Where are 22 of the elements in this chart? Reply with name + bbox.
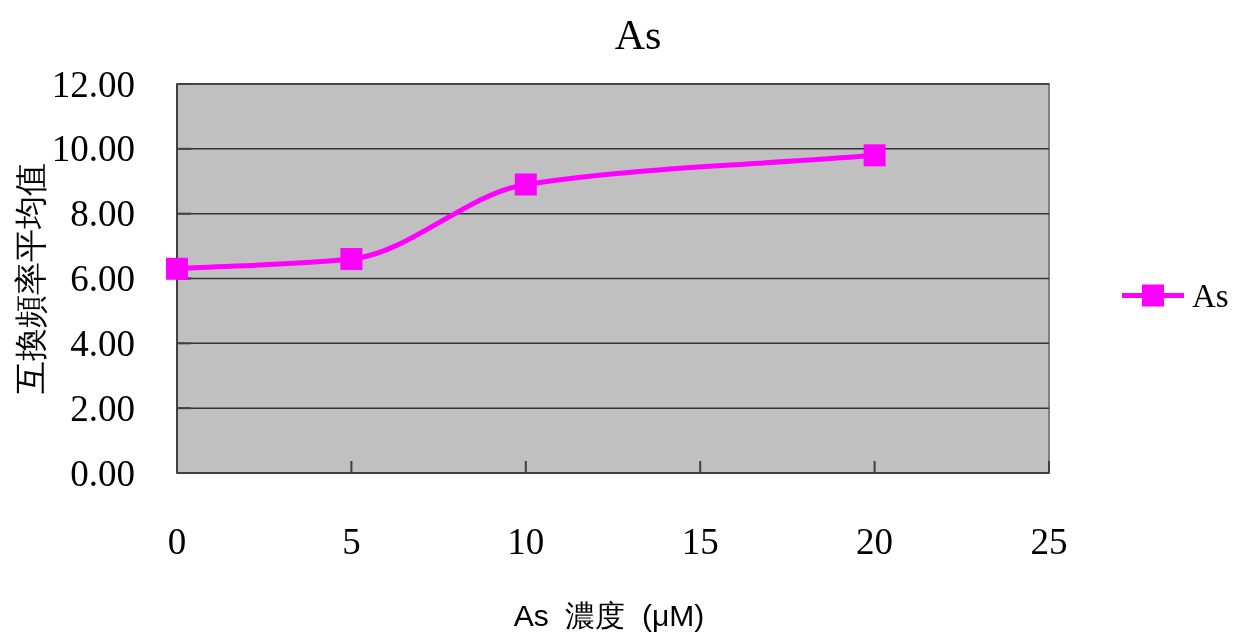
x-axis-title: As 濃度 (μM) — [513, 598, 705, 632]
y-axis-title: 互換頻率平均值 — [13, 163, 49, 394]
y-tick-label: 12.00 — [51, 63, 135, 105]
y-tick-label: 6.00 — [70, 258, 135, 299]
legend: As — [1122, 277, 1229, 314]
y-tick-label: 2.00 — [70, 387, 135, 429]
point — [863, 144, 886, 167]
y-tick-label: 10.00 — [51, 128, 135, 170]
x-tick-label: 5 — [342, 520, 361, 562]
x-tick-label: 20 — [856, 520, 894, 562]
x-tick-label: 25 — [1030, 520, 1068, 562]
point — [166, 257, 188, 280]
legend-label: As — [1192, 277, 1229, 314]
y-tick-label: 0.00 — [70, 452, 135, 494]
chart-title: As — [614, 12, 662, 58]
x-tick-label: 15 — [681, 520, 719, 562]
x-tick-label: 10 — [507, 520, 545, 562]
point — [340, 248, 363, 271]
y-tick-label: 4.00 — [70, 322, 135, 364]
x-tick-label: 0 — [167, 520, 187, 562]
y-tick-label: 8.00 — [70, 193, 135, 235]
point — [514, 173, 537, 196]
